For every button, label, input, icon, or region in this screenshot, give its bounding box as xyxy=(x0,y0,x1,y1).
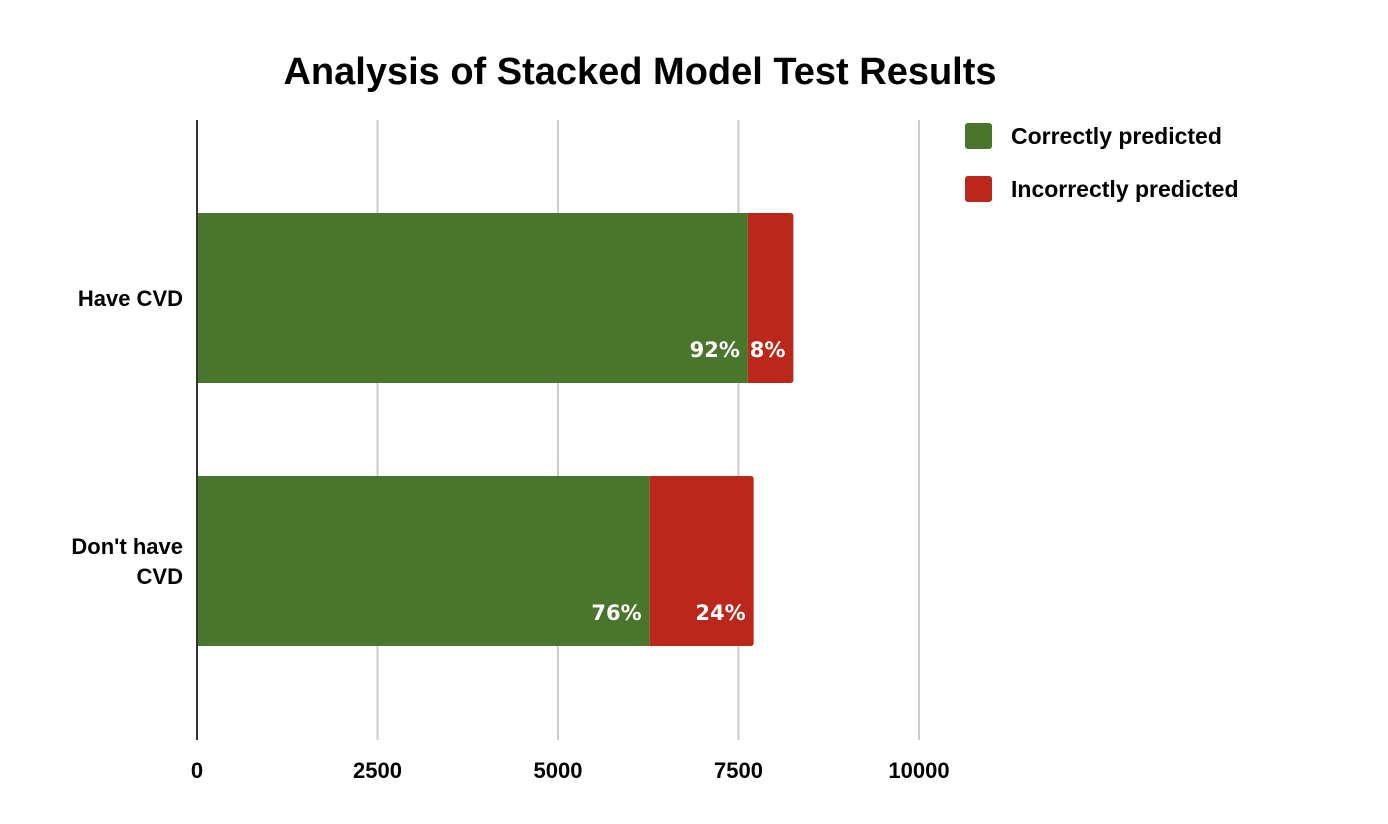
chart-title: Analysis of Stacked Model Test Results xyxy=(283,51,996,93)
bars xyxy=(197,213,794,646)
legend: Correctly predicted Incorrectly predicted xyxy=(965,123,1239,202)
category-label: Have CVD xyxy=(78,286,183,311)
x-tick-label: 5000 xyxy=(534,758,583,783)
category-labels: Have CVD Don't have CVD xyxy=(71,286,183,589)
x-tick-labels: 0 2500 5000 7500 10000 xyxy=(191,758,950,783)
data-label: 24% xyxy=(695,601,745,625)
legend-swatch xyxy=(965,123,992,149)
bar-segment xyxy=(197,213,748,383)
legend-label: Incorrectly predicted xyxy=(1011,176,1239,202)
x-tick-label: 2500 xyxy=(353,758,402,783)
category-label: Don't have CVD xyxy=(71,534,183,589)
legend-label: Correctly predicted xyxy=(1011,123,1222,149)
bar-segment xyxy=(197,476,650,646)
data-label: 76% xyxy=(591,601,641,625)
legend-swatch xyxy=(965,176,992,202)
data-labels: 92% 8% 76% 24% xyxy=(591,338,785,625)
data-label: 8% xyxy=(750,338,786,362)
bar-segment xyxy=(649,476,754,646)
x-tick-label: 10000 xyxy=(888,758,949,783)
x-tick-label: 0 xyxy=(191,758,203,783)
x-tick-label: 7500 xyxy=(714,758,763,783)
data-label: 92% xyxy=(690,338,740,362)
bar-segment xyxy=(747,213,794,383)
